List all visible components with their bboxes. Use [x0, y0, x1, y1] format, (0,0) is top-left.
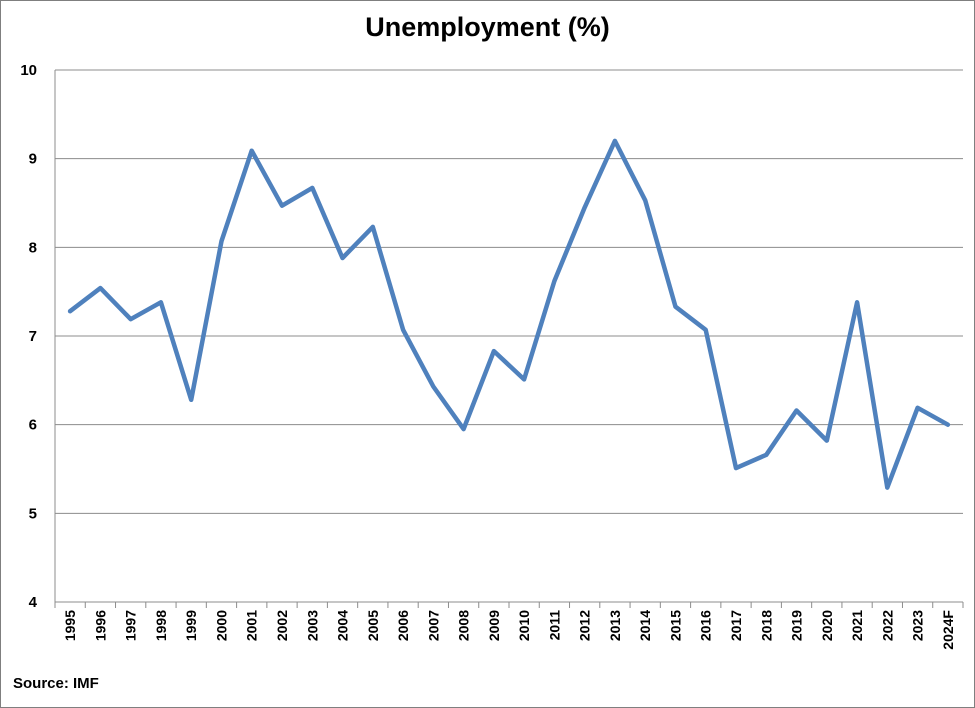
- data-point-2003: [310, 186, 314, 190]
- x-tick-label: 2000: [213, 610, 229, 641]
- x-tick-label: 2008: [456, 610, 472, 641]
- data-point-2010: [522, 377, 526, 381]
- x-tick-label: 1999: [183, 610, 199, 641]
- x-tick-label: 2011: [546, 610, 562, 641]
- x-tick-label: 2017: [728, 610, 744, 641]
- data-point-2008: [462, 427, 466, 431]
- x-tick-label: 2015: [667, 610, 683, 641]
- data-point-2015: [673, 305, 677, 309]
- y-tick-label: 9: [29, 151, 37, 168]
- x-tick-label: 2009: [486, 610, 502, 641]
- x-tick-label: 2016: [698, 610, 714, 641]
- data-point-1995: [68, 309, 72, 313]
- x-tick-label: 1998: [153, 610, 169, 641]
- y-tick-label: 6: [29, 417, 37, 434]
- x-tick-label: 2023: [910, 610, 926, 641]
- x-tick-label: 2013: [607, 610, 623, 641]
- data-point-2018: [764, 453, 768, 457]
- y-tick-label: 5: [29, 505, 37, 522]
- chart-title: Unemployment (%): [365, 12, 610, 42]
- x-tick-label: 2005: [365, 610, 381, 641]
- data-point-1996: [98, 286, 102, 290]
- data-point-2017: [734, 466, 738, 470]
- data-point-2013: [613, 139, 617, 143]
- x-tick-label: 1996: [92, 610, 108, 641]
- data-point-2012: [583, 205, 587, 209]
- x-tick-label: 2002: [274, 610, 290, 641]
- x-tick-label: 2014: [637, 610, 653, 641]
- data-point-2001: [250, 149, 254, 153]
- series-line: [67, 138, 951, 490]
- x-tick-label: 2024F: [940, 610, 956, 650]
- x-tick-label: 2006: [395, 610, 411, 641]
- data-point-2000: [219, 239, 223, 243]
- data-point-2004: [341, 256, 345, 260]
- y-tick-label: 8: [29, 239, 37, 256]
- data-point-2006: [401, 328, 405, 332]
- source-note: Source: IMF: [13, 675, 99, 692]
- x-tick-label: 1997: [123, 610, 139, 641]
- x-tick-label: 2010: [516, 610, 532, 641]
- data-point-2019: [795, 408, 799, 412]
- x-tick-label: 2020: [819, 610, 835, 641]
- data-point-1998: [159, 300, 163, 304]
- data-point-1997: [129, 317, 133, 321]
- data-point-2011: [552, 279, 556, 283]
- data-point-2020: [825, 439, 829, 443]
- x-tick-label: 2001: [244, 610, 260, 641]
- x-tick-label: 2019: [789, 610, 805, 641]
- data-point-2023: [916, 406, 920, 410]
- data-point-2002: [280, 204, 284, 208]
- x-tick-label: 2018: [758, 610, 774, 641]
- data-point-2022: [885, 486, 889, 490]
- y-tick-label: 7: [29, 328, 37, 345]
- x-tick-label: 1995: [62, 610, 78, 641]
- x-tick-label: 2004: [335, 610, 351, 641]
- data-point-2024F: [946, 423, 950, 427]
- data-point-2009: [492, 349, 496, 353]
- x-tick-label: 2012: [577, 610, 593, 641]
- x-tick-label: 2003: [304, 610, 320, 641]
- x-tick-label: 2007: [425, 610, 441, 641]
- x-tick-label: 2022: [879, 610, 895, 641]
- data-point-2016: [704, 328, 708, 332]
- data-point-2021: [855, 300, 859, 304]
- y-tick-label: 4: [29, 594, 38, 611]
- x-tick-label: 2021: [849, 610, 865, 641]
- data-point-2005: [371, 225, 375, 229]
- data-point-2014: [643, 198, 647, 202]
- data-point-2007: [431, 385, 435, 389]
- data-point-1999: [189, 398, 193, 402]
- y-tick-label: 10: [20, 62, 37, 79]
